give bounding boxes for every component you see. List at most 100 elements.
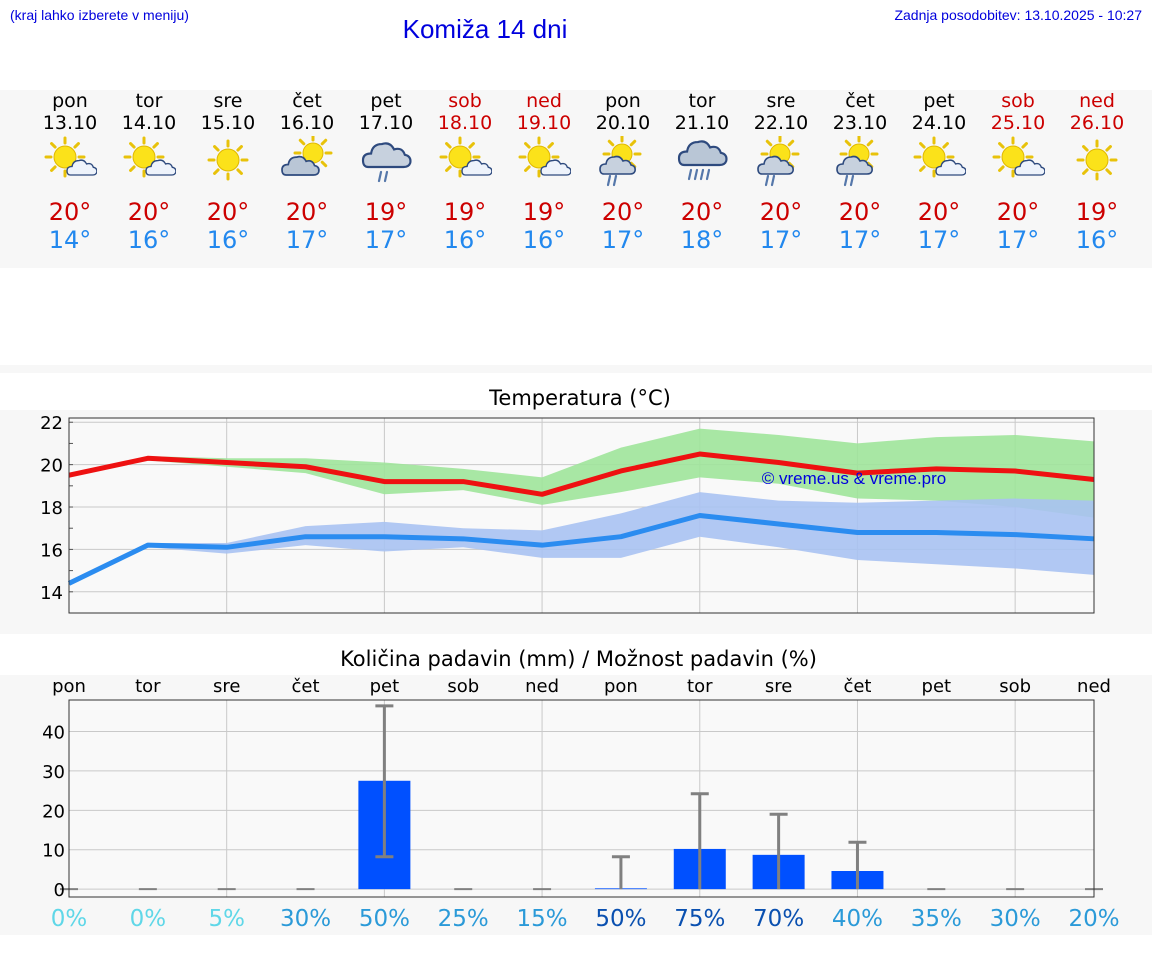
sun-cloud-icon bbox=[439, 136, 492, 178]
sun-cloud-icon bbox=[913, 136, 966, 178]
max-temp: 19° bbox=[1075, 198, 1119, 226]
y-tick-label: 16 bbox=[40, 540, 63, 561]
precipitation-probability: 0% bbox=[130, 906, 167, 932]
day-name: čet bbox=[845, 90, 875, 112]
sun-cloud-rain-icon bbox=[599, 136, 642, 187]
max-temp: 20° bbox=[838, 198, 882, 226]
daily-forecast-strip: pon 13.10 20° 14° tor 14.10 20° 16° sre 15.10 20° 1… bbox=[0, 90, 1152, 268]
day-axis-label: tor bbox=[135, 676, 161, 697]
min-temp: 18° bbox=[680, 226, 724, 254]
cloud-heavy-rain-icon bbox=[677, 140, 728, 181]
min-temp: 16° bbox=[1075, 226, 1119, 254]
day-axis-label: pet bbox=[370, 676, 400, 697]
day-name: ned bbox=[1079, 90, 1115, 112]
sun-icon bbox=[207, 139, 249, 181]
y-tick-label: 30 bbox=[42, 762, 65, 783]
temperature-chart: 14 16 18 20 22 © vreme.us & vreme.pro bbox=[40, 413, 1095, 614]
precipitation-probability: 35% bbox=[911, 906, 962, 932]
sun-cloud-icon bbox=[518, 136, 571, 178]
precipitation-probability: 30% bbox=[990, 906, 1041, 932]
precipitation-chart-title: Količina padavin (mm) / Možnost padavin … bbox=[340, 647, 817, 671]
max-temp: 19° bbox=[364, 198, 408, 226]
min-temp: 16° bbox=[443, 226, 487, 254]
sun-cloud-icon bbox=[992, 136, 1045, 178]
day-date: 23.10 bbox=[832, 112, 888, 134]
max-temp: 19° bbox=[443, 198, 487, 226]
precipitation-probability: 0% bbox=[51, 906, 88, 932]
precipitation-probability: 20% bbox=[1068, 906, 1119, 932]
sun-icon bbox=[1076, 139, 1118, 181]
day-name: pon bbox=[605, 90, 641, 112]
day-name: pon bbox=[52, 90, 88, 112]
min-temp: 17° bbox=[285, 226, 329, 254]
min-temp-line bbox=[67, 513, 1095, 586]
day-name: ned bbox=[526, 90, 562, 112]
max-temp: 20° bbox=[285, 198, 329, 226]
max-temp: 20° bbox=[680, 198, 724, 226]
min-temp: 16° bbox=[206, 226, 250, 254]
plot-frame bbox=[68, 699, 1095, 898]
precipitation-probability: 5% bbox=[208, 906, 245, 932]
day-axis-label: pon bbox=[52, 676, 86, 697]
max-temp: 20° bbox=[917, 198, 961, 226]
min-temp: 17° bbox=[364, 226, 408, 254]
y-tick-label: 22 bbox=[40, 413, 63, 434]
y-tick-label: 14 bbox=[40, 583, 63, 604]
day-axis-label: pet bbox=[922, 676, 952, 697]
day-date: 15.10 bbox=[200, 112, 256, 134]
day-axis-label: ned bbox=[525, 676, 559, 697]
max-temp: 20° bbox=[206, 198, 250, 226]
precipitation-probability: 40% bbox=[832, 906, 883, 932]
day-date: 19.10 bbox=[516, 112, 572, 134]
y-tick-label: 20 bbox=[40, 456, 63, 477]
y-tick-label: 10 bbox=[42, 841, 65, 862]
day-date: 13.10 bbox=[42, 112, 98, 134]
max-temp-line bbox=[68, 451, 1095, 497]
day-name: sob bbox=[448, 90, 482, 112]
plot-frame bbox=[68, 417, 1095, 614]
day-name: sre bbox=[213, 90, 243, 112]
separator-band bbox=[0, 365, 1152, 373]
day-name: tor bbox=[688, 90, 716, 112]
y-tick-label: 18 bbox=[40, 498, 63, 519]
day-axis-label: sob bbox=[447, 676, 479, 697]
max-temp: 19° bbox=[522, 198, 566, 226]
min-temp: 17° bbox=[759, 226, 803, 254]
precipitation-probability: 15% bbox=[517, 906, 568, 932]
day-date: 26.10 bbox=[1069, 112, 1125, 134]
temperature-chart-title: Temperatura (°C) bbox=[489, 386, 671, 410]
precipitation-probability: 50% bbox=[595, 906, 646, 932]
min-temp: 17° bbox=[996, 226, 1040, 254]
max-temp: 20° bbox=[48, 198, 92, 226]
day-axis-label: pon bbox=[604, 676, 638, 697]
day-axis-label: sre bbox=[213, 676, 240, 697]
y-tick-label: 40 bbox=[42, 723, 65, 744]
sun-cloud-icon bbox=[123, 136, 176, 178]
day-date: 25.10 bbox=[990, 112, 1046, 134]
day-name: tor bbox=[135, 90, 163, 112]
day-date: 22.10 bbox=[753, 112, 809, 134]
day-axis-label: sre bbox=[765, 676, 792, 697]
day-date: 21.10 bbox=[674, 112, 730, 134]
min-temp: 17° bbox=[601, 226, 645, 254]
precipitation-probability: 25% bbox=[438, 906, 489, 932]
min-temp: 16° bbox=[522, 226, 566, 254]
min-temp: 16° bbox=[127, 226, 171, 254]
min-temp: 17° bbox=[917, 226, 961, 254]
watermark: © vreme.us & vreme.pro bbox=[762, 469, 946, 488]
y-tick-label: 0 bbox=[54, 880, 65, 901]
max-temp: 20° bbox=[759, 198, 803, 226]
day-axis-label: ned bbox=[1077, 676, 1111, 697]
day-date: 24.10 bbox=[911, 112, 967, 134]
precipitation-probability: 75% bbox=[674, 906, 725, 932]
plot-area bbox=[69, 700, 1094, 897]
max-temp: 20° bbox=[127, 198, 171, 226]
min-temp-range-band bbox=[69, 492, 1094, 584]
day-date: 17.10 bbox=[358, 112, 414, 134]
day-name: pet bbox=[923, 90, 955, 112]
y-tick-label: 20 bbox=[42, 801, 65, 822]
day-name: čet bbox=[292, 90, 322, 112]
max-temp: 20° bbox=[996, 198, 1040, 226]
precipitation-probability: 30% bbox=[280, 906, 331, 932]
location-hint: (kraj lahko izberete v meniju) bbox=[10, 7, 189, 23]
